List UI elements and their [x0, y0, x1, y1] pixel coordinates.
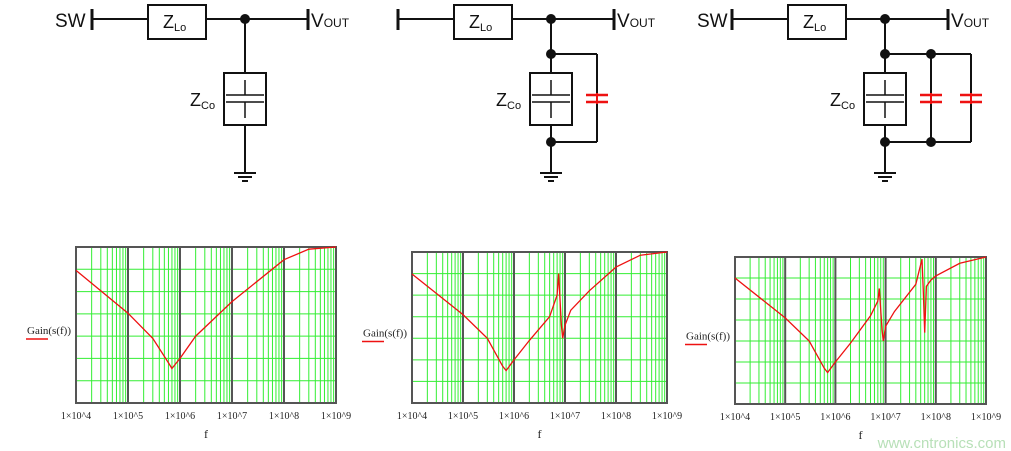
junction-dot	[926, 137, 936, 147]
series-impedance-box	[453, 4, 513, 40]
series-label: Z	[803, 12, 814, 32]
shunt-sub: Co	[841, 100, 855, 112]
shunt-sub: Co	[507, 100, 521, 112]
x-tick-label: 1×10^7	[217, 411, 247, 422]
input-label: SW	[697, 11, 728, 32]
vout-sub: OUT	[324, 16, 350, 30]
junction-dot	[880, 137, 890, 147]
output-label: VOUT	[311, 11, 350, 32]
vout-label: V	[617, 11, 630, 32]
y-axis-label: Gain(s(f))	[686, 331, 730, 343]
x-tick-label: 1×10^8	[269, 411, 299, 422]
plot-area	[412, 252, 667, 403]
junction-dot	[926, 49, 936, 59]
shunt-impedance-label: ZCo	[496, 90, 521, 112]
junction-dot	[546, 137, 556, 147]
series-impedance-label: ZLo	[469, 12, 492, 34]
shunt-sub: Co	[201, 100, 215, 112]
x-tick-label: 1×10^9	[321, 411, 351, 422]
series-impedance-label: ZLo	[163, 12, 186, 34]
x-tick-label: 1×10^4	[720, 412, 750, 423]
x-tick-label: 1×10^4	[61, 411, 91, 422]
shunt-impedance-label: ZCo	[830, 90, 855, 112]
shunt-impedance-label: ZCo	[190, 90, 215, 112]
series-label: Z	[163, 12, 174, 32]
x-axis-label: f	[859, 428, 863, 442]
series-label: Z	[469, 12, 480, 32]
x-axis-label: f	[538, 427, 542, 441]
watermark: www.cntronics.com	[877, 435, 1006, 451]
chart-2: 1×10^4 1×10^5 1×10^6 1×10^7 1×10^8 1×10^9 f Gai…	[362, 251, 682, 441]
x-tick-label: 1×10^9	[652, 411, 682, 422]
junction-dot	[880, 49, 890, 59]
x-tick-label: 1×10^6	[820, 412, 850, 423]
chart-1: 1×10^4 1×10^5 1×10^6 1×10^7 1×10^8 1×10^9 f Gai…	[26, 246, 351, 441]
x-tick-label: 1×10^7	[870, 412, 900, 423]
y-axis-label: Gain(s(f))	[27, 325, 71, 337]
plot-frame	[411, 251, 668, 404]
gain-curve	[411, 251, 668, 372]
series-sub: Lo	[480, 22, 492, 34]
input-label: SW	[55, 11, 86, 32]
x-axis-label: f	[204, 427, 208, 441]
y-axis-label: Gain(s(f))	[363, 328, 407, 340]
x-tick-label: 1×10^9	[971, 412, 1001, 423]
x-tick-label: 1×10^5	[113, 411, 143, 422]
vout-sub: OUT	[630, 16, 656, 30]
series-sub: Lo	[174, 22, 186, 34]
shunt-label: Z	[496, 90, 507, 110]
vout-label: V	[951, 11, 964, 32]
series-impedance-box	[147, 4, 207, 40]
series-impedance-box	[787, 4, 847, 40]
plot-frame	[75, 246, 337, 404]
series-impedance-label: ZLo	[803, 12, 826, 34]
x-tick-label: 1×10^6	[499, 411, 529, 422]
x-tick-label: 1×10^7	[550, 411, 580, 422]
plot-area	[76, 247, 336, 403]
x-tick-label: 1×10^5	[448, 411, 478, 422]
shunt-label: Z	[190, 90, 201, 110]
vout-label: V	[311, 11, 324, 32]
plot-frame	[734, 256, 987, 405]
x-tick-label: 1×10^6	[165, 411, 195, 422]
series-sub: Lo	[814, 22, 826, 34]
vout-sub: OUT	[964, 16, 990, 30]
x-tick-label: 1×10^8	[601, 411, 631, 422]
shunt-label: Z	[830, 90, 841, 110]
output-label: VOUT	[951, 11, 990, 32]
chart-3: 1×10^4 1×10^5 1×10^6 1×10^7 1×10^8 1×10^9 f Gai…	[685, 256, 1001, 442]
junction-dot	[546, 49, 556, 59]
output-label: VOUT	[617, 11, 656, 32]
x-tick-label: 1×10^8	[921, 412, 951, 423]
x-tick-label: 1×10^4	[397, 411, 427, 422]
x-tick-label: 1×10^5	[770, 412, 800, 423]
